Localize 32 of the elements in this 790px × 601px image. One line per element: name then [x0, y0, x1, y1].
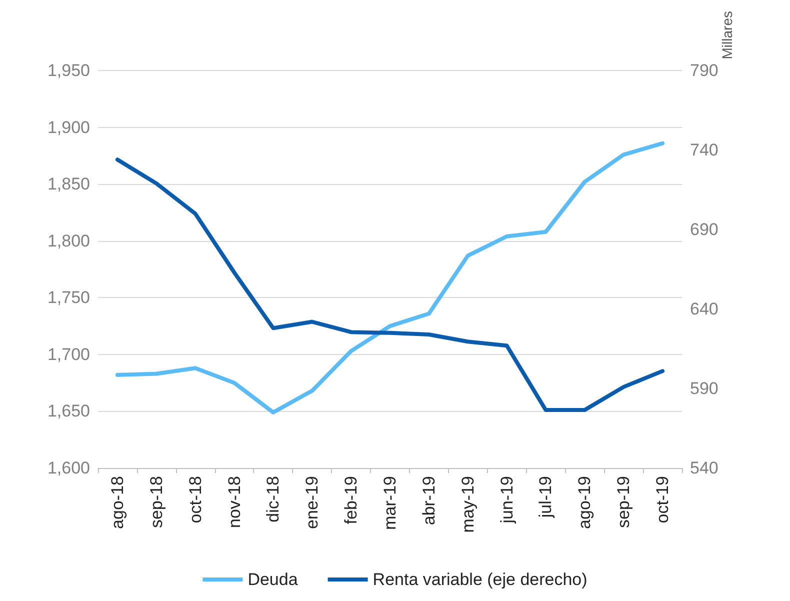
y2-tick-label: 540: [690, 458, 718, 478]
x-tick-label: sep-19: [614, 476, 634, 528]
x-tick-label: feb-19: [342, 476, 361, 524]
x-tick-label: ago-19: [575, 476, 594, 529]
x-tick-label: oct-19: [653, 476, 672, 524]
y-tick-label: 1,750: [47, 288, 90, 308]
x-tick-label: sep-18: [146, 476, 166, 528]
y-tick-label: 1,950: [47, 61, 90, 80]
y-tick-label: 1,600: [47, 458, 90, 478]
y2-tick-label: 640: [690, 300, 718, 319]
y2-tick-label: 590: [690, 379, 718, 398]
x-tick-label: dic-18: [264, 476, 283, 522]
y-tick-label: 1,650: [47, 402, 90, 421]
x-tick-label: abr-19: [419, 476, 438, 526]
x-tick-label: oct-18: [186, 476, 205, 524]
y-tick-label: 1,850: [47, 174, 90, 194]
x-tick-label: nov-18: [224, 476, 244, 528]
legend-label: Renta variable (eje derecho): [372, 570, 588, 589]
x-tick-label: jul-19: [536, 476, 556, 519]
x-tick-label: jun-19: [497, 476, 516, 524]
y-tick-label: 1,700: [47, 344, 90, 364]
y2-axis-title: Millares: [719, 11, 735, 60]
x-tick-label: ago-18: [108, 476, 127, 529]
y-tick-label: 1,800: [47, 231, 90, 250]
y2-tick-label: 740: [690, 140, 718, 160]
y2-tick-label: 690: [690, 220, 718, 240]
x-tick-label: may-19: [458, 476, 478, 533]
x-tick-label: ene-19: [302, 476, 322, 529]
x-tick-label: mar-19: [380, 476, 400, 530]
legend-label: Deuda: [248, 570, 298, 589]
y2-tick-label: 790: [690, 61, 718, 80]
y-tick-label: 1,900: [47, 118, 90, 137]
